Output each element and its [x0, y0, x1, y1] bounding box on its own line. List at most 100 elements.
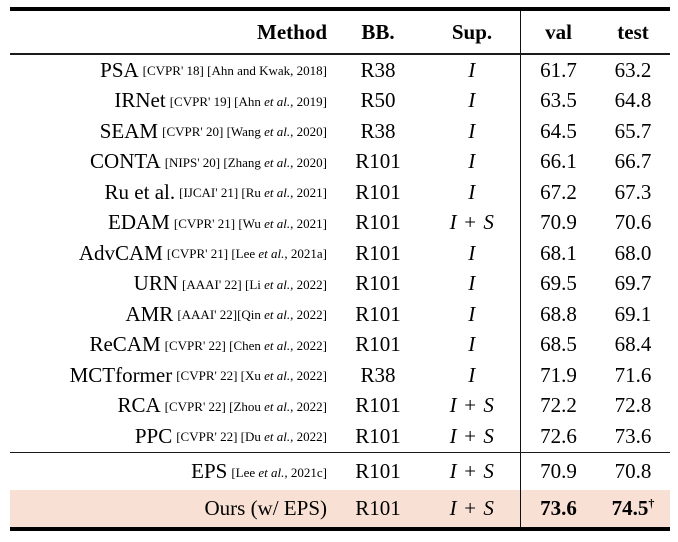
header-val: val	[520, 11, 596, 53]
test-score: 69.7	[614, 271, 652, 296]
table-row: AMR [AAAI' 22][Qin et al., 2022] R101 I 6…	[10, 299, 670, 330]
supervision-cell: I	[424, 269, 520, 300]
supervision-symbol: I	[468, 149, 476, 174]
test-score-cell: 66.7	[596, 147, 670, 178]
supervision-cell: I	[424, 330, 520, 361]
method-name: ReCAM	[89, 332, 161, 357]
val-score-cell: 73.6	[520, 490, 596, 527]
header-supervision: Sup.	[451, 19, 493, 44]
supervision-cell: I	[424, 177, 520, 208]
backbone-cell: R101	[355, 240, 401, 265]
method-cell: URN [AAAI' 22] [Li et al., 2022]	[10, 269, 332, 300]
supervision-cell: I + S	[424, 208, 520, 239]
table-row: PPC [CVPR' 22] [Du et al., 2022] R101 I +…	[10, 421, 670, 452]
supervision-symbol: I	[468, 301, 476, 326]
method-cell: SEAM [CVPR' 20] [Wang et al., 2020]	[10, 116, 332, 147]
val-score-cell: 69.5	[520, 268, 596, 299]
top-rule	[10, 7, 670, 11]
method-cell: EDAM [CVPR' 21] [Wu et al., 2021]	[10, 208, 332, 239]
val-score: 72.6	[540, 423, 577, 448]
test-score-cell: 72.8	[596, 391, 670, 422]
method-name: RCA	[117, 393, 161, 418]
backbone-cell: R101	[355, 423, 401, 448]
method-citation: [CVPR' 21] [Wu et al., 2021]	[173, 215, 327, 231]
method-cell: EPS [Lee et al., 2021c]	[10, 453, 332, 490]
supervision-symbol: I	[468, 118, 476, 143]
table-row: EPS [Lee et al., 2021c] R101 I + S 70.9 7…	[10, 453, 670, 490]
supervision-cell: I	[424, 55, 520, 86]
method-citation: [CVPR' 18] [Ahn and Kwak, 2018]	[142, 63, 327, 79]
table-row: RCA [CVPR' 22] [Zhou et al., 2022] R101 I…	[10, 390, 670, 422]
method-name: PPC	[134, 423, 173, 448]
table-row: SEAM [CVPR' 20] [Wang et al., 2020] R38 I…	[10, 116, 670, 147]
method-citation: [CVPR' 21] [Lee et al., 2021a]	[166, 246, 327, 262]
supervision-cell: I	[424, 147, 520, 178]
supervision-cell: I	[424, 238, 520, 269]
method-citation: [CVPR' 20] [Wang et al., 2020]	[162, 124, 327, 140]
test-score: 67.3	[614, 179, 652, 204]
test-score: 70.8	[614, 459, 652, 483]
method-citation: [CVPR' 22] [Zhou et al., 2022]	[164, 398, 327, 414]
header-method: Method	[257, 19, 327, 44]
method-cell: PPC [CVPR' 22] [Du et al., 2022]	[10, 421, 332, 452]
section-rule	[10, 451, 670, 453]
supervision-symbol: I	[468, 362, 476, 387]
backbone-cell: R101	[355, 210, 401, 235]
val-score: 71.9	[540, 362, 577, 387]
val-score-cell: 72.6	[520, 421, 596, 452]
backbone-cell: R38	[360, 362, 396, 387]
method-cell: IRNet [CVPR' 19] [Ahn et al., 2019]	[10, 86, 332, 117]
test-score-cell: 69.7	[596, 269, 670, 300]
test-score: 64.8	[614, 88, 652, 113]
method-name: Ru et al.	[104, 179, 176, 204]
backbone-cell: R101	[355, 459, 401, 483]
method-citation: [IJCAI' 21] [Ru et al., 2021]	[179, 185, 327, 201]
val-score-cell: 63.5	[520, 85, 596, 116]
method-citation: [CVPR' 22] [Chen et al., 2022]	[164, 337, 327, 353]
method-cell: AdvCAM [CVPR' 21] [Lee et al., 2021a]	[10, 238, 332, 269]
method-name: PSA	[100, 57, 139, 82]
val-score-cell: 71.9	[520, 360, 596, 391]
test-score: 69.1	[614, 301, 652, 326]
val-score: 72.2	[540, 393, 577, 418]
table-row: ReCAM [CVPR' 22] [Chen et al., 2022] R101…	[10, 329, 670, 361]
supervision-symbol: I	[468, 271, 476, 296]
table-row: CONTA [NIPS' 20] [Zhang et al., 2020] R10…	[10, 146, 670, 178]
supervision-cell: I + S	[424, 453, 520, 490]
backbone-cell: R38	[360, 118, 396, 143]
val-score: 70.9	[540, 459, 577, 483]
supervision-symbol: I + S	[449, 210, 495, 235]
method-cell: CONTA [NIPS' 20] [Zhang et al., 2020]	[10, 147, 332, 178]
test-score: 73.6	[614, 423, 652, 448]
table-header-row: Method BB. Sup. val test	[10, 11, 670, 53]
val-score: 68.8	[540, 301, 577, 326]
val-score-cell: 67.2	[520, 177, 596, 208]
results-table: Method BB. Sup. val test PSA [CVPR' 18] […	[10, 7, 670, 531]
method-cell: Ours (w/ EPS)	[10, 490, 332, 527]
test-score-cell: 69.1	[596, 299, 670, 330]
method-name: EDAM	[108, 210, 170, 235]
supervision-symbol: I	[468, 57, 476, 82]
method-name: AMR	[125, 301, 174, 326]
method-citation: [Lee et al., 2021c]	[231, 464, 327, 480]
footer-rows-section: EPS [Lee et al., 2021c] R101 I + S 70.9 7…	[10, 453, 670, 527]
test-score-cell: 74.5†	[596, 490, 670, 527]
test-score-cell: 65.7	[596, 116, 670, 147]
val-score: 64.5	[540, 118, 577, 143]
supervision-cell: I	[424, 360, 520, 391]
method-citation: [AAAI' 22][Qin et al., 2022]	[177, 307, 327, 323]
val-score-cell: 66.1	[520, 146, 596, 177]
method-cell: PSA [CVPR' 18] [Ahn and Kwak, 2018]	[10, 55, 332, 86]
val-score-cell: 68.5	[520, 329, 596, 360]
test-score: 72.8	[614, 393, 652, 418]
test-score: 65.7	[614, 118, 652, 143]
backbone-cell: R38	[360, 57, 396, 82]
val-score-cell: 64.5	[520, 116, 596, 147]
method-name: SEAM	[99, 118, 159, 143]
header-backbone: BB.	[361, 19, 395, 44]
table-row: EDAM [CVPR' 21] [Wu et al., 2021] R101 I …	[10, 207, 670, 239]
supervision-symbol: I + S	[449, 459, 495, 483]
val-score-cell: 70.9	[520, 453, 596, 490]
test-score-cell: 71.6	[596, 360, 670, 391]
table-row: MCTformer [CVPR' 22] [Xu et al., 2022] R3…	[10, 360, 670, 391]
